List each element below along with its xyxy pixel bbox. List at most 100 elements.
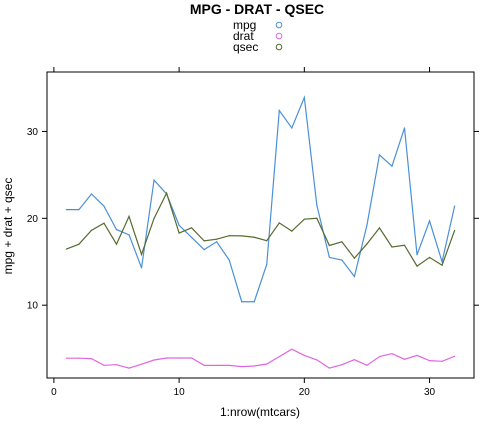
- data-point-drat: [78, 357, 80, 359]
- data-point-qsec: [328, 244, 330, 247]
- data-point-qsec: [416, 265, 418, 267]
- y-tick-label: 10: [27, 301, 39, 312]
- series-line-drat: [66, 348, 455, 369]
- y-tick-label: 20: [27, 214, 39, 225]
- data-point-mpg: [316, 204, 318, 206]
- data-point-mpg: [253, 301, 255, 303]
- data-point-qsec: [378, 227, 381, 229]
- legend-marker-qsec: [275, 43, 283, 51]
- data-point-drat: [203, 364, 205, 367]
- data-point-qsec: [241, 235, 243, 237]
- legend-label-qsec: qsec: [233, 40, 258, 54]
- data-point-drat: [241, 366, 243, 368]
- x-axis-label: 1:nrow(mtcars): [220, 405, 300, 419]
- data-point-mpg: [65, 209, 68, 211]
- data-point-qsec: [391, 246, 393, 248]
- data-point-drat: [266, 363, 268, 365]
- data-point-drat: [253, 365, 255, 367]
- data-point-drat: [178, 357, 180, 359]
- axis-ticks: 0 10 20 30 10 20 30: [27, 67, 479, 398]
- data-point-mpg: [453, 205, 456, 207]
- data-point-drat: [291, 348, 293, 350]
- data-point-mpg: [441, 261, 443, 263]
- data-point-mpg: [353, 275, 356, 278]
- series-points-mpg: [65, 96, 456, 303]
- data-point-qsec: [228, 235, 230, 237]
- data-point-qsec: [203, 240, 205, 242]
- data-point-drat: [216, 364, 218, 367]
- data-point-qsec: [316, 217, 318, 219]
- y-axis-label: mpg + drat + qsec: [1, 178, 15, 275]
- series-points-qsec: [65, 192, 456, 267]
- data-point-drat: [228, 364, 230, 367]
- data-point-mpg: [90, 193, 93, 195]
- chart-title: MPG - DRAT - QSEC: [190, 1, 324, 17]
- data-point-qsec: [78, 243, 80, 245]
- data-point-mpg: [391, 165, 393, 167]
- data-point-drat: [115, 364, 118, 366]
- series-lines: [65, 95, 456, 369]
- data-point-drat: [378, 356, 381, 358]
- data-point-mpg: [366, 224, 368, 226]
- data-point-qsec: [353, 257, 356, 259]
- data-point-mpg: [416, 254, 418, 256]
- data-point-drat: [391, 352, 393, 355]
- legend-marker-drat: [275, 32, 283, 40]
- data-point-drat: [153, 359, 155, 361]
- y-tick-label: 30: [27, 127, 39, 138]
- data-point-mpg: [328, 256, 330, 259]
- series-line-qsec: [66, 191, 456, 267]
- data-point-mpg: [115, 229, 118, 231]
- data-point-mpg: [266, 263, 268, 265]
- data-point-drat: [278, 356, 280, 358]
- data-point-mpg: [241, 301, 243, 303]
- data-point-qsec: [90, 229, 93, 231]
- data-point-qsec: [128, 215, 130, 217]
- data-point-mpg: [341, 259, 343, 261]
- data-point-drat: [428, 360, 431, 362]
- series-line-mpg: [66, 95, 456, 303]
- data-point-qsec: [216, 238, 218, 240]
- data-point-qsec: [253, 236, 255, 238]
- legend-marker-mpg: [275, 21, 283, 29]
- data-point-qsec: [278, 222, 280, 224]
- data-point-qsec: [178, 232, 180, 234]
- data-point-drat: [403, 358, 406, 360]
- data-point-mpg: [128, 234, 130, 236]
- data-point-drat: [341, 364, 343, 366]
- data-point-mpg: [216, 241, 218, 243]
- data-point-drat: [191, 357, 193, 359]
- data-point-drat: [90, 358, 93, 360]
- x-tick-label: 10: [174, 387, 186, 398]
- data-point-mpg: [103, 205, 105, 207]
- data-point-qsec: [341, 241, 343, 243]
- data-point-mpg: [278, 109, 280, 112]
- data-point-mpg: [303, 96, 305, 99]
- data-point-mpg: [140, 267, 143, 269]
- data-point-drat: [128, 367, 130, 369]
- legend-label-mpg: mpg: [233, 18, 256, 32]
- data-point-drat: [353, 359, 356, 361]
- data-point-drat: [140, 363, 143, 365]
- x-tick-label: 20: [299, 387, 311, 398]
- data-point-drat: [316, 359, 318, 361]
- data-point-drat: [103, 364, 105, 366]
- data-point-qsec: [191, 227, 193, 229]
- data-point-drat: [303, 354, 305, 357]
- data-point-drat: [441, 360, 443, 362]
- data-point-mpg: [228, 259, 230, 261]
- data-point-mpg: [378, 154, 381, 156]
- data-point-drat: [328, 367, 330, 369]
- data-point-mpg: [178, 224, 180, 226]
- data-point-qsec: [403, 244, 406, 246]
- data-point-drat: [65, 357, 68, 359]
- data-point-mpg: [428, 220, 431, 222]
- data-point-qsec: [266, 240, 268, 242]
- legend-label-drat: drat: [233, 29, 254, 43]
- series-points-drat: [65, 348, 456, 369]
- data-point-drat: [416, 354, 418, 357]
- data-point-mpg: [153, 179, 155, 181]
- data-point-drat: [366, 364, 368, 366]
